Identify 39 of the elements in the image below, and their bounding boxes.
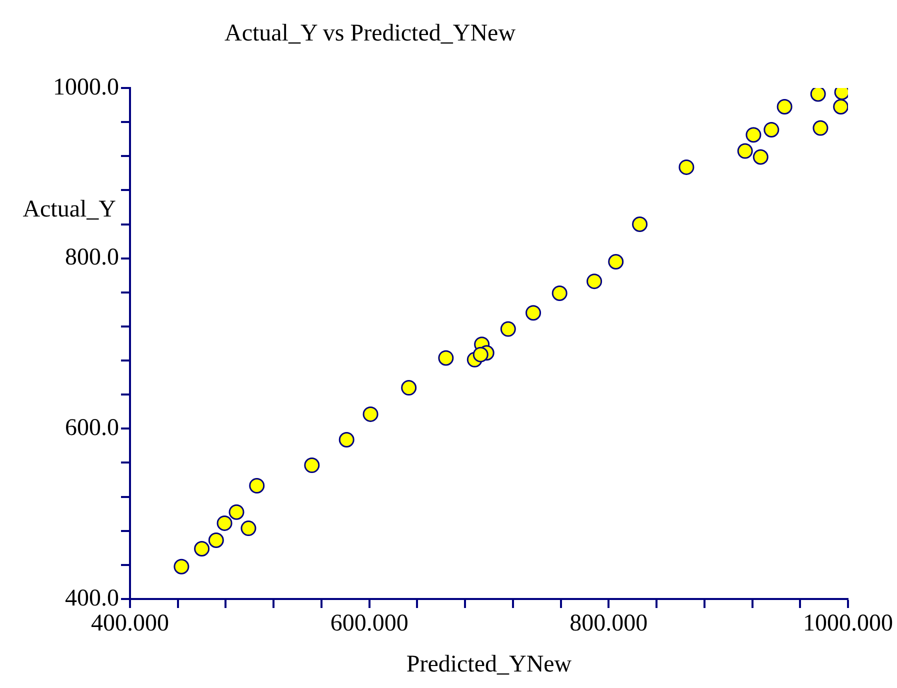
x-axis-title: Predicted_YNew — [406, 651, 572, 678]
point — [401, 380, 417, 396]
point — [216, 515, 232, 531]
point — [500, 321, 516, 337]
point — [194, 541, 210, 556]
point — [678, 159, 694, 175]
point — [746, 127, 762, 143]
y-tick-label: 400.0 — [65, 585, 119, 612]
point — [552, 286, 568, 301]
point — [608, 254, 624, 270]
point — [208, 532, 224, 548]
point — [174, 558, 190, 574]
x-tick-label: 1000.000 — [803, 610, 893, 637]
point — [752, 149, 768, 165]
x-tick-label: 400.000 — [91, 610, 169, 637]
x-tick-label: 600.000 — [330, 610, 408, 637]
point — [304, 458, 320, 474]
point — [338, 432, 354, 448]
y-axis-title: Actual_Y — [22, 196, 116, 222]
point — [737, 143, 753, 159]
point — [833, 98, 848, 114]
y-tick-label: 600.0 — [65, 414, 119, 441]
point — [586, 274, 602, 290]
point — [362, 406, 378, 422]
point — [764, 122, 780, 138]
point — [240, 520, 256, 536]
point — [526, 305, 542, 321]
x-tick-label: 800.000 — [570, 610, 648, 637]
point — [249, 478, 265, 494]
point — [776, 98, 792, 114]
point — [812, 120, 828, 136]
point — [228, 504, 244, 520]
point — [810, 88, 826, 102]
point — [438, 350, 454, 366]
point — [472, 346, 488, 362]
y-tick-label: 1000.0 — [53, 74, 119, 100]
y-tick-label: 800.0 — [65, 244, 119, 271]
chart-title: Actual_Y vs Predicted_YNew — [224, 20, 516, 46]
point — [632, 216, 648, 232]
